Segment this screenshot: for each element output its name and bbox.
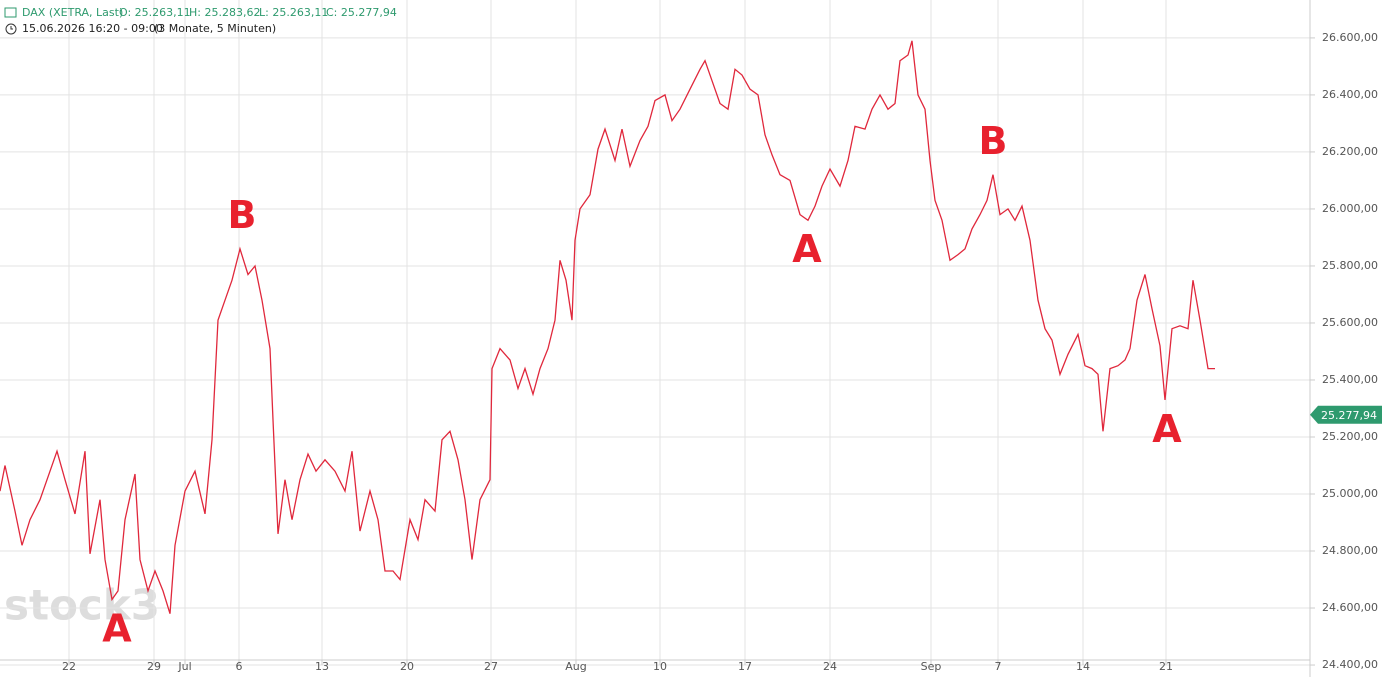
annotation: A: [102, 606, 132, 650]
high: H: 25.283,62: [189, 6, 260, 19]
y-tick-label: 25.400,00: [1322, 373, 1378, 386]
last-price-label: 25.277,94: [1321, 409, 1377, 422]
y-tick-label: 24.400,00: [1322, 658, 1378, 671]
x-tick-label: 7: [995, 660, 1002, 673]
y-tick-label: 25.000,00: [1322, 487, 1378, 500]
instrument: DAX (XETRA, Last): [22, 6, 123, 19]
x-tick-label: 24: [823, 660, 837, 673]
x-tick-label: 10: [653, 660, 667, 673]
annotation: A: [792, 227, 822, 271]
header: DAX (XETRA, Last) O: 25.263,11 H: 25.283…: [4, 6, 397, 35]
watermark: stock3: [4, 581, 160, 630]
x-tick-label: 29: [147, 660, 161, 673]
low: L: 25.263,11: [259, 6, 328, 19]
y-tick-label: 25.800,00: [1322, 259, 1378, 272]
x-tick-label: 22: [62, 660, 76, 673]
x-tick-label: 20: [400, 660, 414, 673]
x-tick-label: Sep: [921, 660, 942, 673]
x-tick-label: Jul: [177, 660, 191, 673]
last-price-tag: [1310, 405, 1382, 424]
y-tick-label: 26.600,00: [1322, 31, 1378, 44]
x-tick-label: 27: [484, 660, 498, 673]
annotation: A: [1152, 407, 1182, 451]
y-tick-label: 25.600,00: [1322, 316, 1378, 329]
y-tick-label: 24.600,00: [1322, 601, 1378, 614]
x-tick-label: 21: [1159, 660, 1173, 673]
x-tick-label: 17: [738, 660, 752, 673]
x-tick-label: 6: [236, 660, 243, 673]
annotation: B: [228, 193, 257, 237]
close: C: 25.277,94: [326, 6, 397, 19]
period: 15.06.2026 16:20 - 09:00: [22, 22, 163, 35]
range: (3 Monate, 5 Minuten): [154, 22, 276, 35]
x-tick-label: Aug: [565, 660, 586, 673]
y-tick-label: 24.800,00: [1322, 544, 1378, 557]
clock-icon: [10, 26, 13, 30]
y-tick-label: 26.400,00: [1322, 88, 1378, 101]
x-tick-label: 13: [315, 660, 329, 673]
open: O: 25.263,11: [119, 6, 191, 19]
price-line: [0, 40, 1215, 614]
y-tick-label: 26.000,00: [1322, 202, 1378, 215]
y-tick-label: 25.200,00: [1322, 430, 1378, 443]
clock-icon: [5, 23, 17, 35]
y-tick-label: 26.200,00: [1322, 145, 1378, 158]
annotation: B: [979, 119, 1008, 163]
x-tick-label: 14: [1076, 660, 1090, 673]
icon: [4, 7, 17, 18]
